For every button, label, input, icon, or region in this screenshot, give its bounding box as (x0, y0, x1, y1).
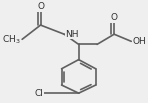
Text: NH: NH (66, 30, 79, 39)
Text: O: O (37, 2, 44, 11)
Text: O: O (111, 13, 118, 22)
Text: Cl: Cl (34, 89, 43, 98)
Text: CH$_3$: CH$_3$ (2, 33, 21, 46)
Text: OH: OH (133, 37, 146, 46)
